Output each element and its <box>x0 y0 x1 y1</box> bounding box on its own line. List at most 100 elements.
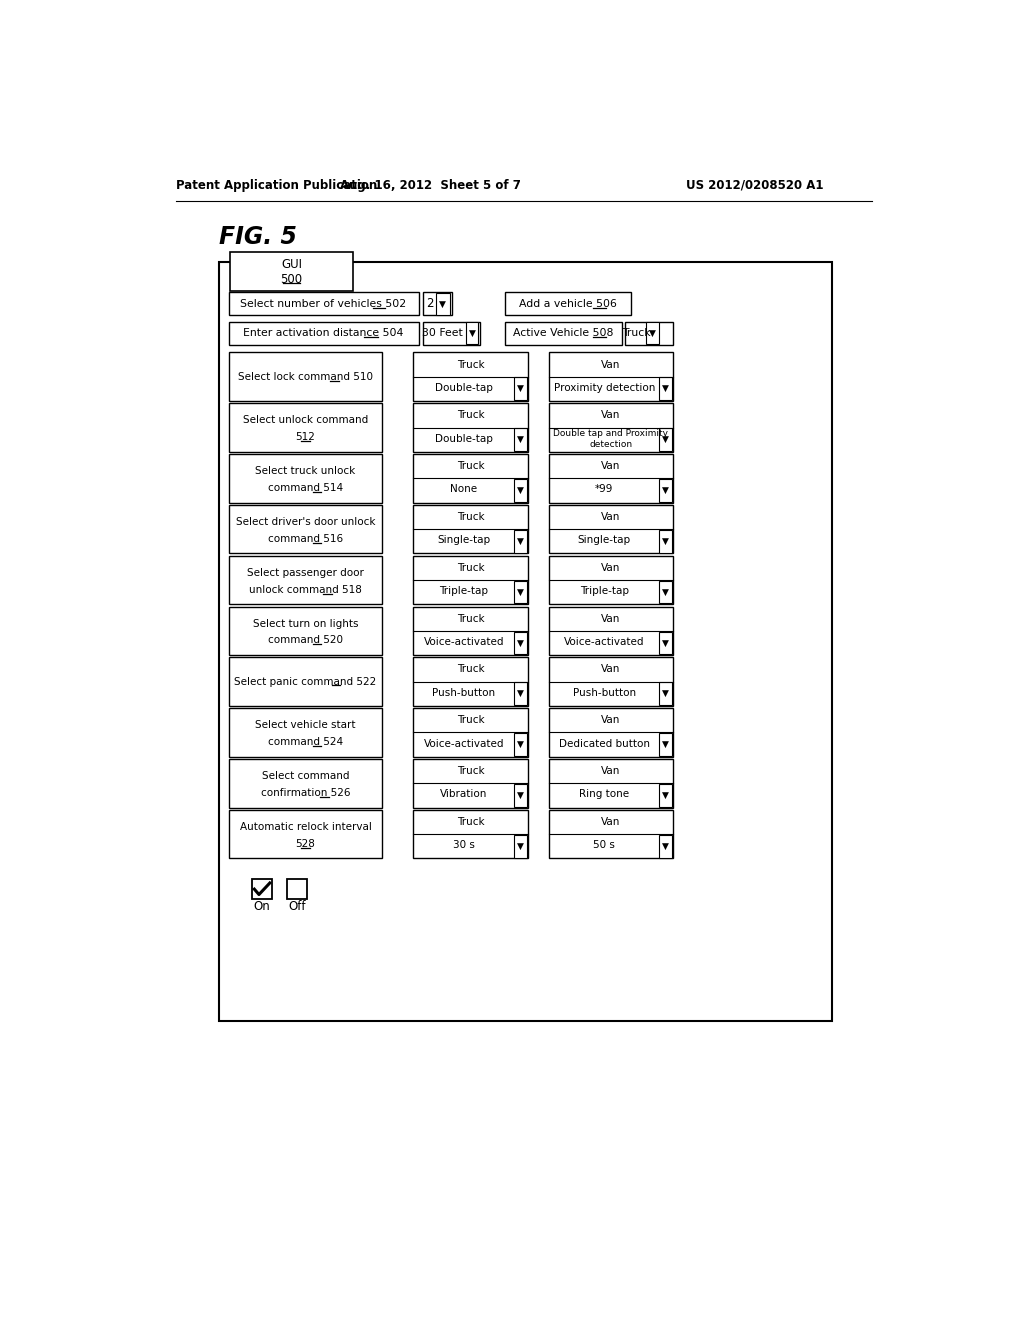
Text: ▼: ▼ <box>517 639 524 647</box>
Bar <box>414 607 528 655</box>
Text: 528: 528 <box>296 838 315 849</box>
Bar <box>414 454 528 503</box>
Bar <box>230 252 352 290</box>
Bar <box>228 657 382 706</box>
Bar <box>466 322 478 345</box>
Text: Van: Van <box>601 512 621 521</box>
Text: ▼: ▼ <box>439 300 446 309</box>
Bar <box>414 657 528 706</box>
Bar <box>658 378 672 400</box>
Text: FIG. 5: FIG. 5 <box>219 224 297 249</box>
Text: Van: Van <box>601 664 621 675</box>
Text: Voice-activated: Voice-activated <box>564 638 644 647</box>
Bar <box>514 581 527 603</box>
Text: ▼: ▼ <box>649 329 656 338</box>
Text: command 514: command 514 <box>268 483 343 494</box>
Bar <box>646 322 658 345</box>
Bar <box>414 810 528 858</box>
Text: Active Vehicle 508: Active Vehicle 508 <box>513 329 613 338</box>
Text: 512: 512 <box>296 432 315 442</box>
Text: ▼: ▼ <box>663 436 669 444</box>
Text: Select lock command 510: Select lock command 510 <box>238 372 373 381</box>
Bar <box>423 293 452 315</box>
Text: On: On <box>254 899 270 912</box>
Text: Select driver's door unlock: Select driver's door unlock <box>236 517 375 527</box>
Bar <box>228 556 382 605</box>
Text: ▼: ▼ <box>517 791 524 800</box>
Text: ▼: ▼ <box>469 329 475 338</box>
Text: Van: Van <box>601 461 621 471</box>
Bar <box>423 322 480 345</box>
Text: ▼: ▼ <box>517 689 524 698</box>
Bar <box>514 529 527 553</box>
Text: 500: 500 <box>281 273 302 286</box>
Bar <box>658 529 672 553</box>
Text: ▼: ▼ <box>663 689 669 698</box>
Text: 30 Feet: 30 Feet <box>422 329 463 338</box>
Text: ▼: ▼ <box>517 587 524 597</box>
Text: ▼: ▼ <box>663 587 669 597</box>
Bar <box>549 708 673 756</box>
Text: command 520: command 520 <box>268 635 343 645</box>
Bar <box>658 428 672 451</box>
Bar <box>287 879 307 899</box>
Bar <box>514 682 527 705</box>
Text: Triple-tap: Triple-tap <box>580 586 629 597</box>
Text: GUI: GUI <box>281 259 302 271</box>
Text: Select panic command 522: Select panic command 522 <box>234 677 377 686</box>
Text: Truck: Truck <box>457 664 484 675</box>
Text: 50 s: 50 s <box>593 841 615 850</box>
Text: Single-tap: Single-tap <box>578 536 631 545</box>
Text: 30 s: 30 s <box>453 841 475 850</box>
Text: command 516: command 516 <box>268 533 343 544</box>
Text: Aug. 16, 2012  Sheet 5 of 7: Aug. 16, 2012 Sheet 5 of 7 <box>340 178 520 191</box>
Text: Select vehicle start: Select vehicle start <box>255 721 355 730</box>
Text: 2: 2 <box>427 297 434 310</box>
Text: Truck: Truck <box>457 411 484 420</box>
Text: ▼: ▼ <box>517 384 524 393</box>
Text: Truck: Truck <box>457 512 484 521</box>
Bar <box>549 506 673 553</box>
Text: Add a vehicle 506: Add a vehicle 506 <box>519 298 617 309</box>
Bar <box>658 682 672 705</box>
Bar <box>414 759 528 808</box>
Text: US 2012/0208520 A1: US 2012/0208520 A1 <box>686 178 823 191</box>
Text: Single-tap: Single-tap <box>437 536 490 545</box>
Text: Truck: Truck <box>457 715 484 725</box>
Text: Vibration: Vibration <box>440 789 487 800</box>
Text: Truck: Truck <box>457 461 484 471</box>
Text: Van: Van <box>601 411 621 420</box>
Bar <box>414 506 528 553</box>
Bar <box>549 657 673 706</box>
Bar <box>506 293 631 315</box>
Text: Van: Van <box>601 562 621 573</box>
Text: ▼: ▼ <box>517 842 524 850</box>
Text: Dedicated button: Dedicated button <box>559 739 650 748</box>
Text: ▼: ▼ <box>517 741 524 748</box>
Text: ▼: ▼ <box>663 741 669 748</box>
Text: Automatic relock interval: Automatic relock interval <box>240 822 372 832</box>
Text: ▼: ▼ <box>663 639 669 647</box>
Text: ▼: ▼ <box>663 486 669 495</box>
Bar <box>514 479 527 502</box>
Text: Proximity detection: Proximity detection <box>554 383 655 393</box>
Text: Select truck unlock: Select truck unlock <box>255 466 355 477</box>
Text: Truck: Truck <box>457 359 484 370</box>
Text: ▼: ▼ <box>517 486 524 495</box>
Text: ▼: ▼ <box>517 537 524 545</box>
Bar <box>514 834 527 858</box>
Text: Select number of vehicles 502: Select number of vehicles 502 <box>241 298 407 309</box>
Text: None: None <box>451 484 477 495</box>
Text: Push-button: Push-button <box>572 688 636 698</box>
Bar <box>219 263 831 1020</box>
Text: ▼: ▼ <box>663 537 669 545</box>
Text: Van: Van <box>601 359 621 370</box>
Bar <box>514 631 527 655</box>
Text: Voice-activated: Voice-activated <box>424 739 504 748</box>
Text: Van: Van <box>601 614 621 623</box>
Bar <box>549 404 673 451</box>
Bar <box>549 810 673 858</box>
Bar <box>549 556 673 605</box>
Bar <box>228 607 382 655</box>
Bar <box>549 759 673 808</box>
